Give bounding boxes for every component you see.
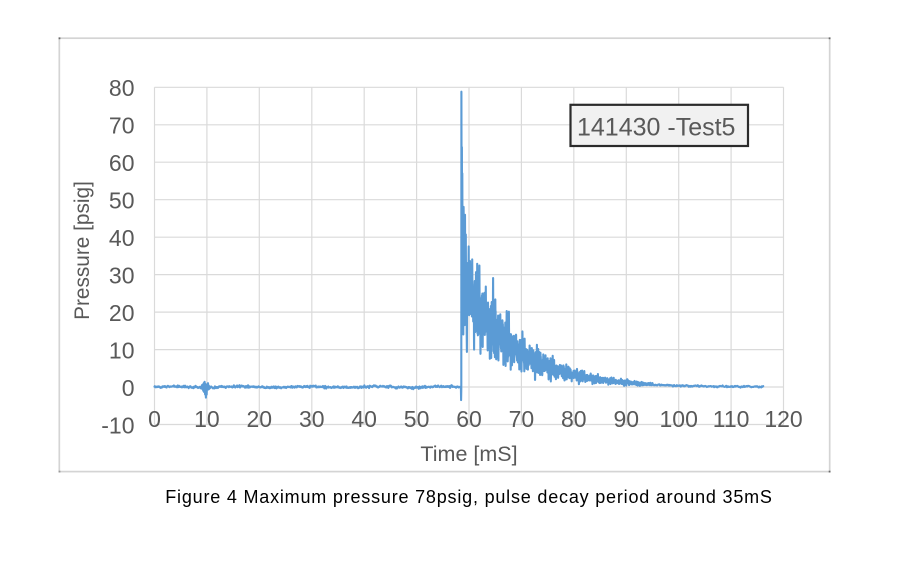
svg-text:-10: -10 bbox=[101, 412, 134, 438]
svg-text:50: 50 bbox=[109, 188, 135, 214]
svg-text:40: 40 bbox=[109, 225, 135, 251]
svg-text:80: 80 bbox=[561, 406, 587, 432]
svg-text:60: 60 bbox=[456, 406, 482, 432]
svg-text:70: 70 bbox=[509, 406, 535, 432]
svg-text:90: 90 bbox=[614, 406, 640, 432]
svg-text:20: 20 bbox=[247, 406, 273, 432]
svg-text:40: 40 bbox=[351, 406, 377, 432]
svg-text:10: 10 bbox=[194, 406, 220, 432]
svg-text:0: 0 bbox=[122, 375, 135, 401]
svg-text:Figure 4 Maximum pressure 78ps: Figure 4 Maximum pressure 78psig, pulse … bbox=[165, 487, 773, 507]
svg-text:Time [mS]: Time [mS] bbox=[420, 442, 517, 466]
svg-text:120: 120 bbox=[764, 406, 802, 432]
svg-text:20: 20 bbox=[109, 300, 135, 326]
svg-text:0: 0 bbox=[148, 406, 161, 432]
svg-text:100: 100 bbox=[660, 406, 698, 432]
svg-text:30: 30 bbox=[109, 263, 135, 289]
svg-text:10: 10 bbox=[109, 338, 135, 364]
svg-text:50: 50 bbox=[404, 406, 430, 432]
svg-text:60: 60 bbox=[109, 150, 135, 176]
svg-text:Pressure [psig]: Pressure [psig] bbox=[71, 181, 94, 320]
svg-text:30: 30 bbox=[299, 406, 325, 432]
svg-text:70: 70 bbox=[109, 113, 135, 139]
svg-text:141430 -Test5: 141430 -Test5 bbox=[577, 114, 735, 142]
svg-text:110: 110 bbox=[713, 406, 750, 432]
svg-text:80: 80 bbox=[109, 75, 135, 101]
